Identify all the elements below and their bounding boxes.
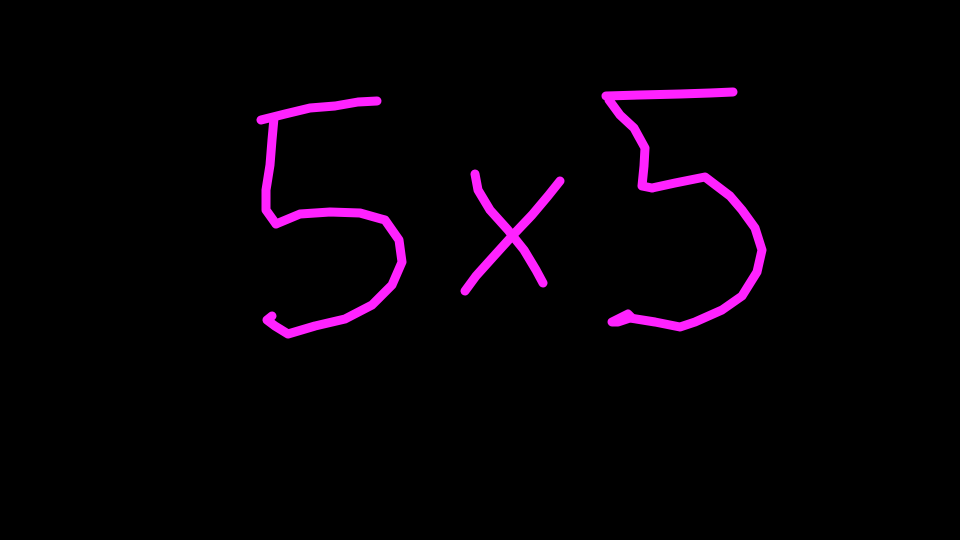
five-right-bowl-stroke — [607, 172, 767, 332]
multiplication-x — [460, 169, 565, 296]
five-right-stem-stroke — [604, 95, 657, 193]
digit-five-right — [601, 87, 767, 332]
five-right-top-stroke — [601, 87, 738, 101]
x-stroke-1 — [470, 169, 548, 288]
five-left-stem-stroke — [261, 113, 281, 229]
digit-five-left — [256, 96, 407, 339]
five-left-bowl-stroke — [262, 207, 407, 339]
x-stroke-2 — [460, 176, 565, 296]
five-left-top-stroke — [256, 96, 382, 125]
